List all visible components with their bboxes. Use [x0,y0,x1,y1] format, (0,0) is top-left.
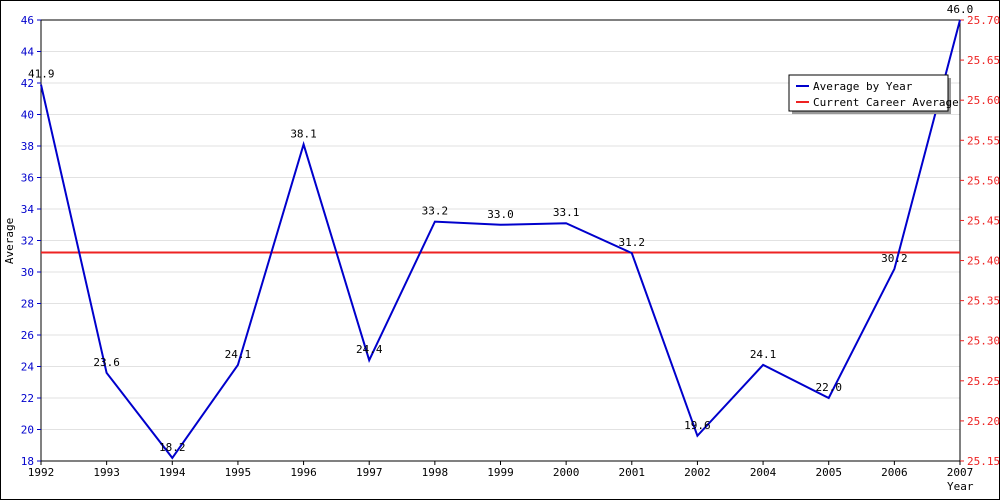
y-tick-label: 34 [21,203,35,216]
y2-tick-label: 25.20 [967,415,1000,428]
data-labels-layer: 41.9 23.6 18.2 24.1 38.1 24.4 33.2 33.0 33.1 31.2… [28,3,973,454]
y2-tick-label: 25.65 [967,54,1000,67]
y2-tick-label: 25.45 [967,214,1000,227]
data-label: 30.2 [881,252,908,265]
data-label: 41.9 [28,68,55,81]
data-label: 46.0 [947,3,974,16]
y2-tick-label: 25.30 [967,335,1000,348]
data-label: 31.2 [619,236,646,249]
data-label: 33.0 [487,208,514,221]
y2-tick-label: 25.40 [967,255,1000,268]
data-label: 19.6 [684,419,711,432]
y2-tick-label: 25.15 [967,455,1000,468]
y-tick-label: 30 [21,266,34,279]
data-label: 24.1 [750,348,777,361]
x-tick-label: 2007 [947,466,974,479]
y2-tick-label: 25.50 [967,174,1000,187]
data-label: 18.2 [159,441,186,454]
y-tick-label: 28 [21,298,34,311]
y-tick-label: 20 [21,424,34,437]
y2-tick-label: 25.25 [967,375,1000,388]
series-layer [40,19,961,460]
axes-layer: 18 20 22 24 26 28 30 32 34 36 38 40 42 44 46 25.15 25.20… [21,14,1000,479]
data-label: 23.6 [93,356,120,369]
data-label: 33.1 [553,206,580,219]
y2-tick-label: 25.55 [967,134,1000,147]
y-tick-label: 42 [21,77,34,90]
y-tick-label: 38 [21,140,34,153]
x-tick-label: 2004 [750,466,777,479]
y-tick-label: 36 [21,172,34,185]
data-label: 24.4 [356,343,383,356]
y-tick-label: 40 [21,109,34,122]
x-tick-label: 2005 [815,466,842,479]
x-tick-label: 1993 [93,466,120,479]
y-tick-label: 18 [21,455,34,468]
data-label: 22.0 [815,381,842,394]
y2-tick-label: 25.35 [967,295,1000,308]
x-tick-label: 1995 [225,466,252,479]
legend-label-current-career-average: Current Career Average [813,96,959,109]
y-tick-label: 26 [21,329,34,342]
legend-box [788,74,949,112]
x-tick-label: 2001 [619,466,646,479]
legend-label-average-by-year: Average by Year [813,80,913,93]
y2-tick-label: 25.60 [967,94,1000,107]
x-tick-label: 1998 [422,466,449,479]
x-tick-label: 2006 [881,466,908,479]
legend: Average by Year Current Career Average [788,74,959,114]
y-tick-label: 22 [21,392,34,405]
y2-tick-label: 25.70 [967,14,1000,27]
data-label: 24.1 [225,348,252,361]
x-tick-label: 1999 [487,466,514,479]
x-axis-title: Year [947,480,974,493]
x-tick-label: 1997 [356,466,383,479]
x-tick-label: 2002 [684,466,711,479]
y-tick-label: 46 [21,14,34,27]
y-tick-label: 24 [21,361,35,374]
x-tick-label: 1996 [290,466,317,479]
x-tick-label: 2000 [553,466,580,479]
x-tick-label: 1994 [159,466,186,479]
x-tick-label: 1992 [28,466,55,479]
average-by-year-line [40,19,961,460]
y-tick-label: 32 [21,235,34,248]
y-axis-title: Average [3,218,16,264]
data-label: 33.2 [422,205,449,218]
y-tick-label: 44 [21,46,35,59]
data-label: 38.1 [290,127,317,140]
